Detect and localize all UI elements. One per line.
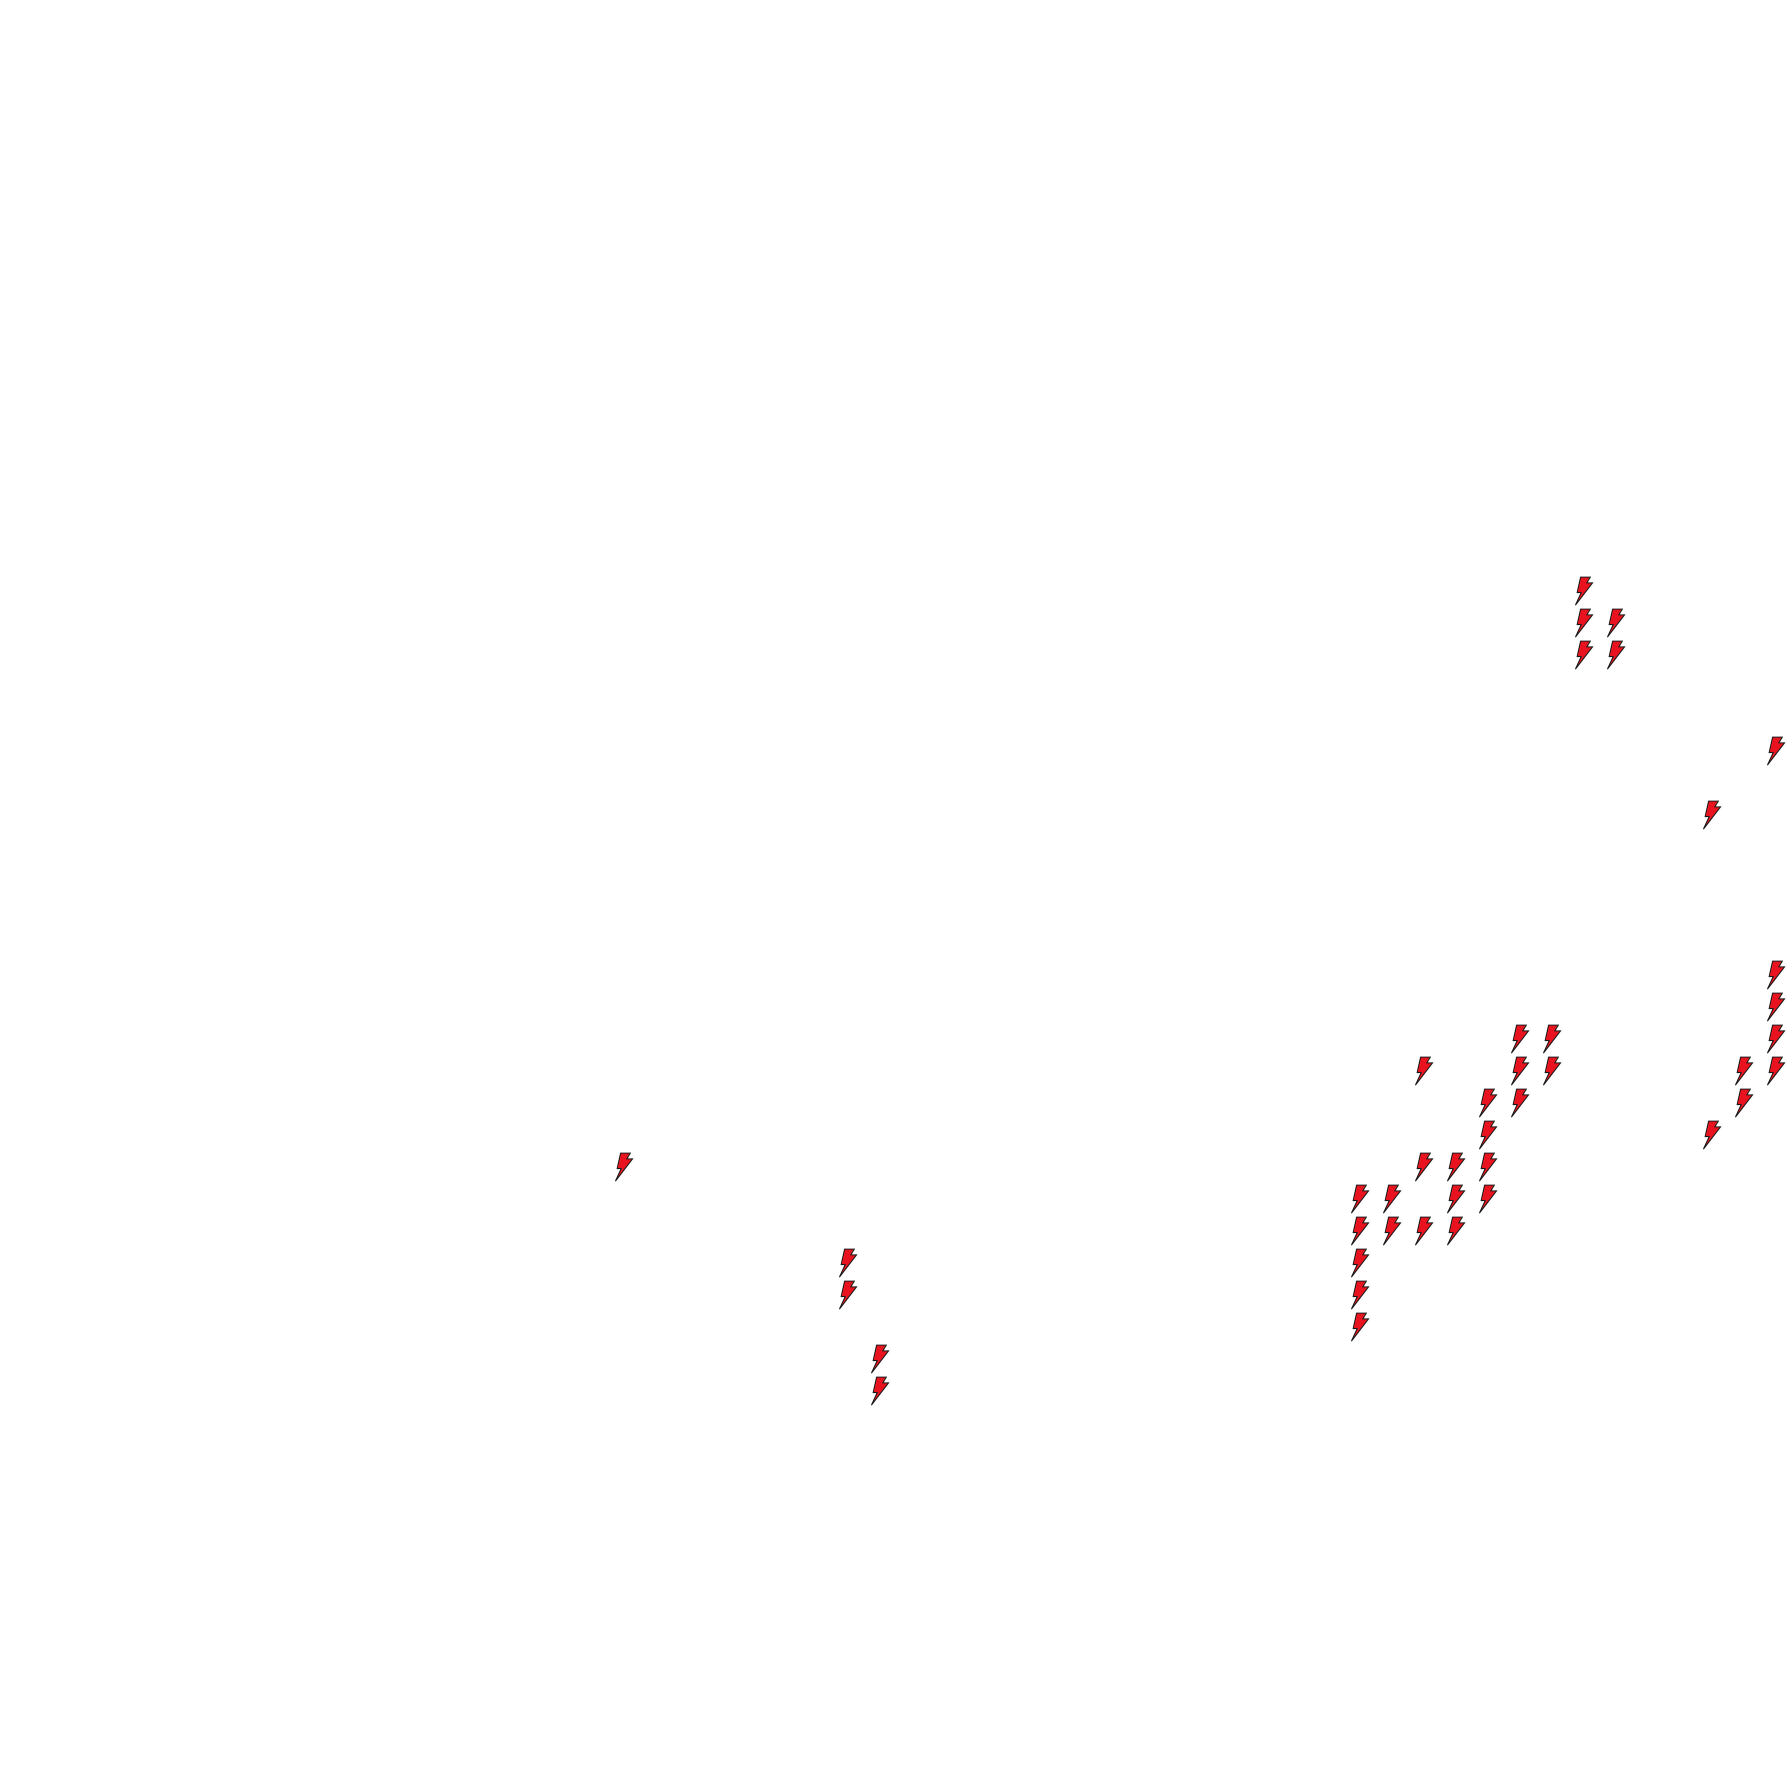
map: [0, 0, 1792, 1792]
map-background: [0, 0, 1792, 1792]
page: (() => { const data = JSON.parse(documen…: [0, 0, 1792, 1792]
